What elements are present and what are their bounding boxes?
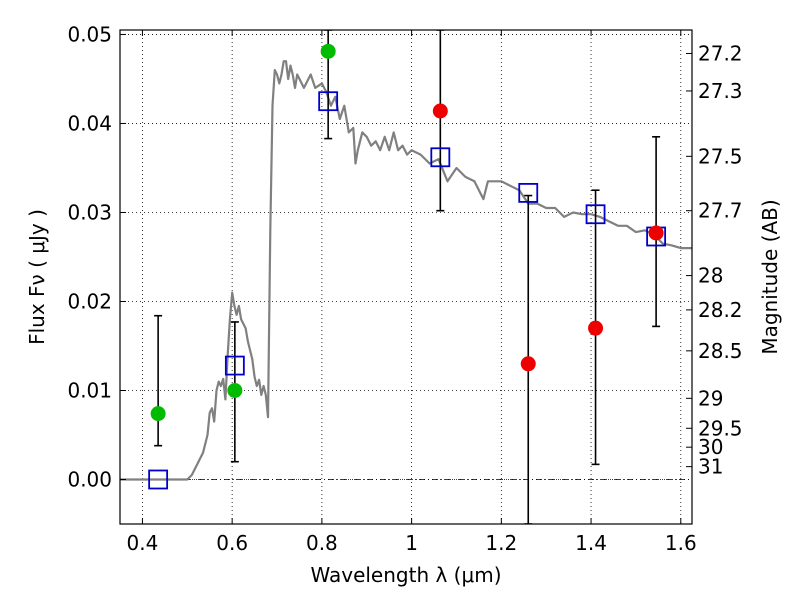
open-square-marker: [148, 469, 169, 490]
x-axis-ticks: 0.4 0.6 0.8 1 1.2 1.4 1.6: [127, 30, 697, 555]
magnitude-tick-label: 28.2: [698, 298, 743, 322]
x-axis-label: Wavelength λ (μm): [310, 563, 501, 587]
open-square-marker: [518, 182, 539, 203]
y-tick-label: 0.04: [67, 111, 112, 135]
filled-circle-marker: [150, 406, 166, 422]
y-axis-label: Flux Fν ( μJy ): [25, 209, 49, 345]
plot-frame: [119, 29, 693, 525]
magnitude-tick-label: 27.7: [698, 199, 743, 223]
magnitude-tick-label: 29.5: [698, 416, 743, 440]
filled-circle-marker: [588, 320, 604, 336]
magnitude-tick-label: 31: [698, 455, 723, 479]
x-tick-label: 0.4: [127, 531, 159, 555]
magnitude-tick-label: 29: [698, 386, 723, 410]
data-markers: [148, 43, 667, 490]
magnitude-tick-label: 27.3: [698, 79, 743, 103]
filled-circle-marker: [520, 356, 536, 372]
open-square-marker: [585, 204, 606, 225]
magnitude-tick-label: 28.5: [698, 339, 743, 363]
y-tick-label: 0.02: [67, 289, 112, 313]
y-tick-label: 0.00: [67, 467, 112, 491]
x-tick-label: 0.6: [216, 531, 248, 555]
filled-circle-marker: [227, 382, 243, 398]
open-square-marker: [318, 91, 339, 112]
magnitude-tick-label: 27.5: [698, 144, 743, 168]
y-tick-label: 0.03: [67, 200, 112, 224]
open-square-marker: [430, 147, 451, 168]
filled-circle-marker: [320, 43, 336, 59]
x-tick-label: 1.4: [575, 531, 607, 555]
x-tick-label: 1: [405, 531, 418, 555]
open-square-marker: [224, 355, 245, 376]
magnitude-tick-label: 28: [698, 264, 723, 288]
magnitude-tick-label: 27.2: [698, 41, 743, 65]
x-tick-label: 1.2: [485, 531, 517, 555]
y-tick-label: 0.05: [67, 22, 112, 46]
magnitude-axis-label: Magnitude (AB): [758, 199, 782, 354]
grid: [120, 30, 692, 524]
y-tick-label: 0.01: [67, 378, 112, 402]
filled-circle-marker: [648, 225, 664, 241]
magnitude-tick-label: 30: [698, 435, 723, 459]
x-tick-label: 1.6: [665, 531, 697, 555]
filled-circle-marker: [432, 103, 448, 119]
x-tick-label: 0.8: [306, 531, 338, 555]
y-axis-ticks: 0.00 0.01 0.02 0.03 0.04 0.05: [67, 22, 126, 491]
